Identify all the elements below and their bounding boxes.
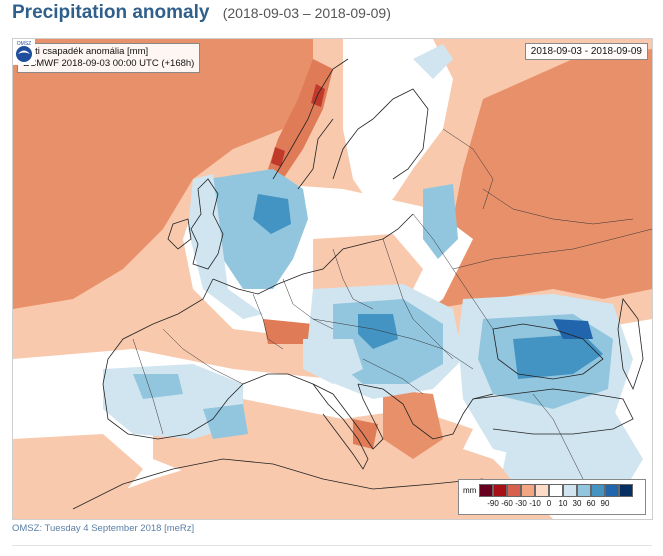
legend-model-run: ECMWF 2018-09-03 00:00 UTC (+168h) (23, 58, 195, 69)
wet-region-baltic (413, 44, 453, 79)
colorbar-unit: mm (463, 486, 477, 495)
colorbar-tick-label: 90 (600, 499, 610, 508)
colorbar-tick-label: -60 (501, 499, 513, 508)
colorbar-ticks: -90 -60 -30 -10 0 10 30 60 90 (479, 499, 639, 509)
wet-patch-iberia-east (203, 404, 248, 439)
wet-core-blacksea (513, 334, 603, 379)
wet-region-sweden (423, 184, 458, 259)
map-date-box: 2018-09-03 - 2018-09-09 (524, 43, 648, 60)
omsz-logo-icon: OMSZ (13, 39, 35, 65)
colorbar-tick-label: 30 (572, 499, 582, 508)
wet-core-hungary (358, 314, 398, 349)
colorbar-tick-label: -30 (515, 499, 527, 508)
page-title: Precipitation anomaly (2018-09-03 – 2018… (12, 2, 391, 24)
wet-region-alps (303, 339, 363, 384)
colorbar: mm -90 -60 -30 -10 0 10 30 60 90 (458, 479, 646, 515)
colorbar-tick-label: -10 (529, 499, 541, 508)
colorbar-tick-label: -90 (487, 499, 499, 508)
footer-credit: OMSZ: Tuesday 4 September 2018 [meRz] (12, 523, 195, 534)
dry-patch-bottom-left (13, 434, 143, 519)
colorbar-swatch (535, 484, 549, 497)
dry-region-atlantic (13, 39, 313, 309)
precipitation-map: Heti csapadék anomália [mm] ECMWF 2018-0… (12, 38, 653, 520)
legend-title: Heti csapadék anomália [mm] (23, 46, 149, 57)
title-text: Precipitation anomaly (12, 2, 210, 23)
colorbar-tick-label: 0 (546, 499, 552, 508)
colorbar-swatch (479, 484, 493, 497)
dry-region-russia (423, 49, 652, 309)
dry-spot-norway-strong (311, 84, 325, 107)
dry-patch-alps (263, 319, 313, 344)
neutral-band-north (343, 39, 453, 209)
wet-core-blacksea-strong (553, 319, 593, 339)
colorbar-swatch (507, 484, 521, 497)
map-canvas (13, 39, 652, 519)
dry-spot-norway-south (271, 147, 285, 167)
colorbar-swatches (479, 484, 633, 497)
logo-text: OMSZ (17, 41, 31, 47)
colorbar-swatch (521, 484, 535, 497)
colorbar-swatch (619, 484, 633, 497)
colorbar-swatch (549, 484, 563, 497)
colorbar-swatch (563, 484, 577, 497)
colorbar-swatch (605, 484, 619, 497)
footer-divider (12, 545, 652, 546)
map-legend-label: Heti csapadék anomália [mm] ECMWF 2018-0… (17, 43, 201, 73)
wet-light-north-sea (188, 174, 263, 319)
wet-core-north-sea (253, 194, 291, 234)
date-range: (2018-09-03 – 2018-09-09) (222, 5, 391, 21)
wet-patch-iberia (133, 374, 183, 399)
borders (132, 128, 652, 500)
colorbar-tick-label: 10 (558, 499, 568, 508)
colorbar-swatch (577, 484, 591, 497)
colorbar-swatch (493, 484, 507, 497)
colorbar-swatch (591, 484, 605, 497)
coastlines (72, 58, 644, 510)
colorbar-tick-label: 60 (586, 499, 596, 508)
